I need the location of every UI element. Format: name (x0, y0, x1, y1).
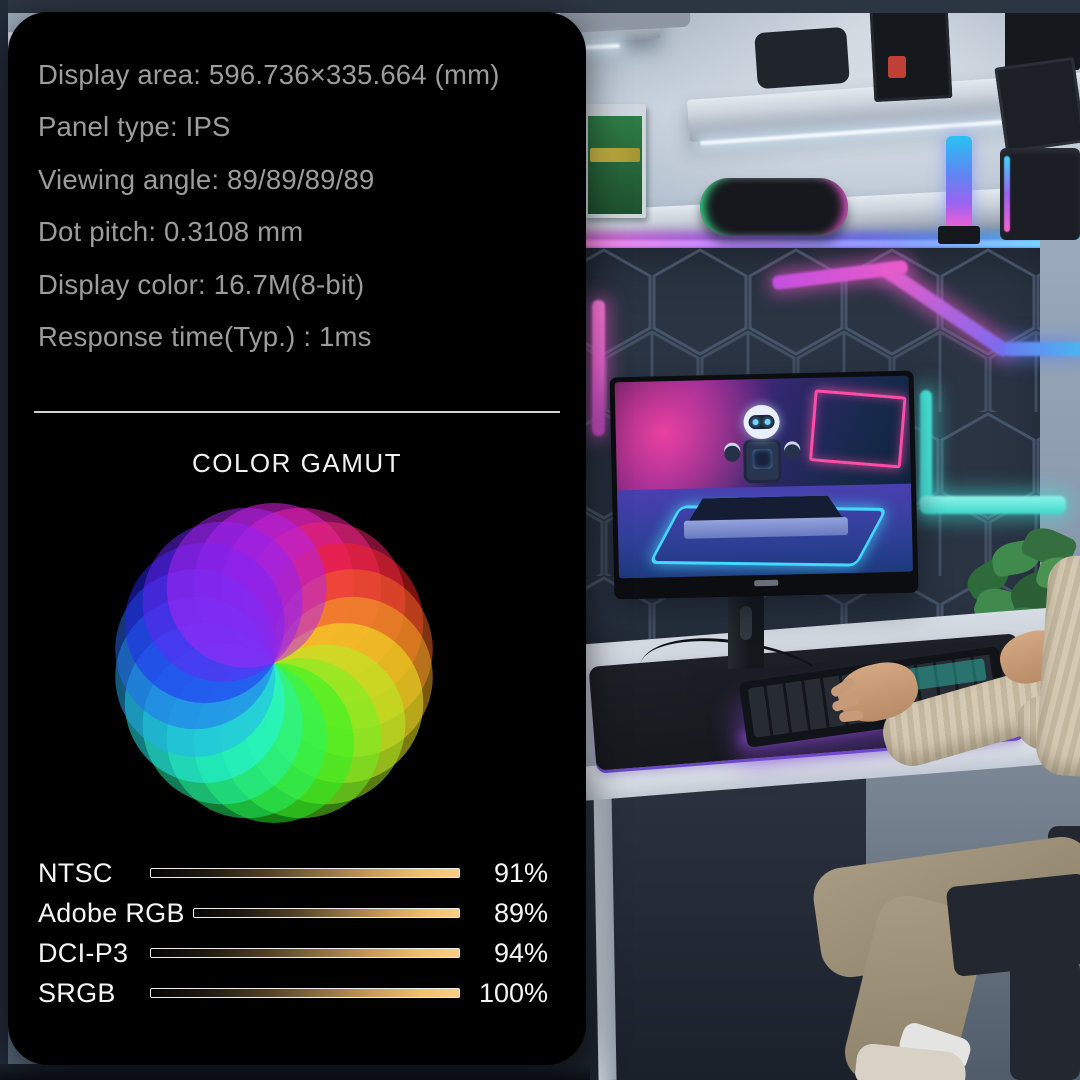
gamut-value: 89% (493, 897, 548, 928)
game-case-title (590, 148, 640, 162)
spec-response-time: Response time(Typ.) : 1ms (38, 321, 372, 353)
game-box-red-accent (888, 56, 906, 78)
gamut-row-ntsc: NTSC 91% (38, 853, 548, 893)
gamepad-on-shelf (754, 26, 850, 90)
gamut-label: Adobe RGB (38, 897, 185, 928)
monitor (609, 370, 919, 600)
photo-edge-top (0, 0, 1080, 13)
gamut-row-adobe-rgb: Adobe RGB 89% (38, 893, 548, 933)
right-speaker-rgb-strip (1004, 156, 1010, 232)
gamut-row-dci-p3: DCI-P3 94% (38, 933, 548, 973)
wall-wash-core (556, 240, 1080, 247)
divider-line (34, 411, 560, 413)
color-wheel-svg (115, 503, 433, 823)
monitor-screen (614, 375, 914, 579)
spec-display-area: Display area: 596.736×335.664 (mm) (38, 59, 500, 90)
photo-edge-bottom (0, 1064, 590, 1080)
color-gamut-title: COLOR GAMUT (191, 448, 403, 478)
spec-panel-type: Panel type: IPS (38, 111, 231, 143)
gamut-bar (150, 868, 460, 878)
chair-base (1010, 960, 1080, 1080)
robot-visor (748, 414, 775, 430)
neon-tube-cyan (920, 496, 1066, 514)
rgb-tower-base (938, 226, 980, 244)
spec-list: Display area: 596.736×335.664 (mm) Panel… (38, 49, 568, 363)
neon-strip-blue (1004, 342, 1080, 356)
spec-dot-pitch: Dot pitch: 0.3108 mm (38, 216, 304, 248)
gamut-value: 94% (493, 937, 548, 968)
rgb-light-tower (946, 136, 972, 232)
neon-tube-cyan-vertical (920, 390, 932, 508)
robot-platform-front (683, 517, 849, 539)
console-box (994, 56, 1080, 154)
spec-card: Display area: 596.736×335.664 (mm) Panel… (8, 12, 586, 1065)
monitor-stand-slot (740, 606, 752, 640)
rgb-speaker (700, 178, 848, 236)
game-box-black (869, 6, 953, 102)
neon-strip-pink-vertical (592, 300, 605, 436)
gamut-label: NTSC (38, 857, 113, 888)
screen-neon-frame (808, 389, 907, 469)
color-gamut-wheel (114, 503, 434, 823)
game-case-art (588, 116, 642, 214)
gamut-bar (192, 908, 460, 918)
gamut-value: 100% (478, 977, 548, 1008)
gamut-row-srgb: SRGB 100% (38, 973, 548, 1013)
gamut-bar (150, 948, 460, 958)
monitor-logo (754, 579, 779, 587)
gamut-value: 91% (493, 857, 548, 888)
spec-viewing-angle: Viewing angle: 89/89/89/89 (38, 163, 375, 195)
right-speaker (1000, 148, 1080, 240)
color-gamut-chart: NTSC 91% Adobe RGB 89% DCI-P3 94% SRGB 1… (38, 853, 548, 1013)
photo-edge-left (0, 0, 8, 1080)
gamut-bar (150, 988, 460, 998)
gamut-label: SRGB (38, 977, 116, 1008)
spec-display-color: Display color: 16.7M(8-bit) (38, 268, 365, 300)
robot-chest (752, 448, 773, 470)
gamut-label: DCI-P3 (38, 937, 129, 968)
